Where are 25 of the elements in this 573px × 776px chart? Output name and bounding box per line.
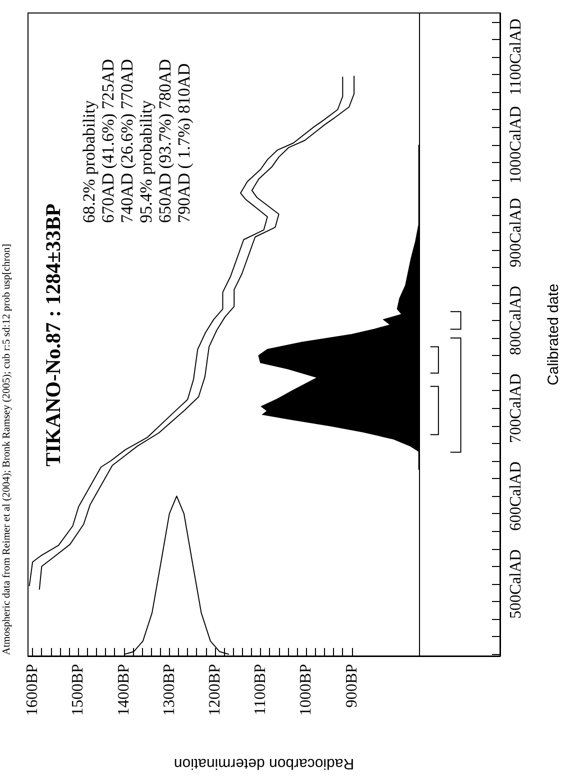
- y-tick-label: 800CalAD: [508, 286, 524, 356]
- x-tick-label: 1400BP: [115, 664, 132, 716]
- annotation: 670AD (41.6%) 725AD: [98, 59, 118, 223]
- y-tick-label: 1000CalAD: [508, 106, 524, 184]
- y-tick-label: 500CalAD: [508, 549, 524, 619]
- x-tick-label: 900BP: [343, 664, 360, 708]
- x-tick-label: 1300BP: [160, 664, 178, 716]
- text: TIKANO-No.87 : 1284±33BP: [41, 203, 65, 466]
- annotation: 95.4% probability: [136, 100, 156, 223]
- x-tick-label: 1100BP: [252, 664, 270, 715]
- y-tick-label: 900CalAD: [508, 198, 524, 268]
- y-tick-label: 1100CalAD: [508, 18, 524, 96]
- x-tick-label: 1600BP: [24, 664, 42, 716]
- x-tick-label: 1200BP: [206, 664, 224, 716]
- x-tick-label: 1000BP: [298, 664, 315, 716]
- annotation: 790AD ( 1.7%) 810AD: [174, 63, 194, 223]
- text: Atmospheric data from Reimer et al (2004); Bronk Ramsey (2005); cub r:5 sd:12 prob usp[chron]: [2, 244, 12, 655]
- y-tick-label: 700CalAD: [508, 374, 524, 443]
- y-tick-label: 600CalAD: [508, 461, 524, 531]
- annotation: 68.2% probability: [80, 100, 98, 223]
- x-tick-label: 1500BP: [70, 664, 87, 716]
- y-axis-title: Calibrated date: [545, 284, 562, 386]
- annotation: 650AD (93.7%) 780AD: [156, 59, 174, 223]
- annotation: 740AD (26.6%) 770AD: [118, 59, 136, 223]
- x-axis-title: Radiocarbon determination: [174, 755, 354, 772]
